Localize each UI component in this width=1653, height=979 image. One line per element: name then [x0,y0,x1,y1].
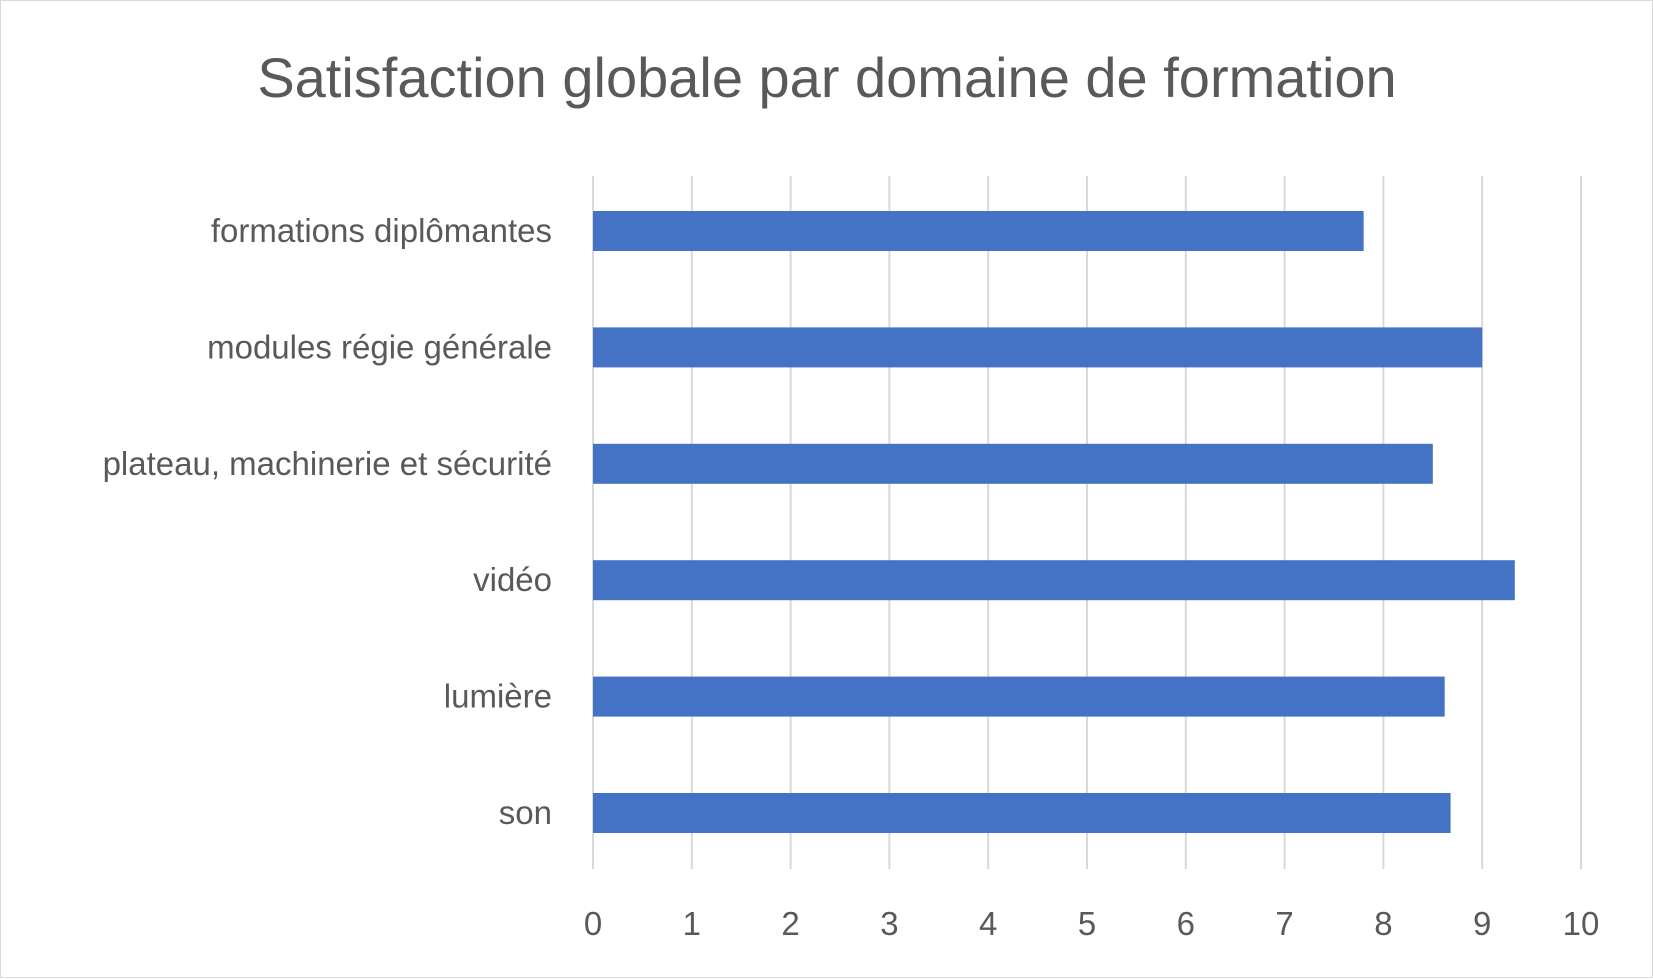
x-tick-label: 6 [1177,905,1195,942]
category-label: formations diplômantes [211,212,552,249]
x-tick-label: 4 [979,905,997,942]
bar [593,443,1433,484]
bar [593,211,1364,251]
bar [593,560,1515,601]
x-tick-label: 9 [1473,905,1491,942]
x-tick-label: 5 [1078,905,1096,942]
category-label: son [499,794,552,831]
x-tick-label: 2 [781,905,799,942]
x-tick-label: 1 [683,905,701,942]
bars [593,211,1515,833]
x-tick-label: 10 [1563,905,1600,942]
x-tick-label: 3 [880,905,898,942]
chart-title: Satisfaction globale par domaine de form… [257,46,1396,109]
bar [593,676,1445,717]
x-tick-label: 8 [1374,905,1392,942]
category-label: plateau, machinerie et sécurité [103,445,552,482]
bar [593,793,1451,833]
category-label: modules régie générale [207,328,552,365]
category-label: lumière [444,678,552,715]
gridlines [592,176,1582,869]
x-tick-label: 7 [1275,905,1293,942]
category-label: vidéo [473,561,552,598]
x-axis-tick-labels: 0 1 2 3 4 5 6 7 8 9 10 [584,905,1600,942]
bar [593,327,1483,368]
category-labels: formations diplômantes modules régie géné… [103,212,552,831]
x-tick-label: 0 [584,905,602,942]
